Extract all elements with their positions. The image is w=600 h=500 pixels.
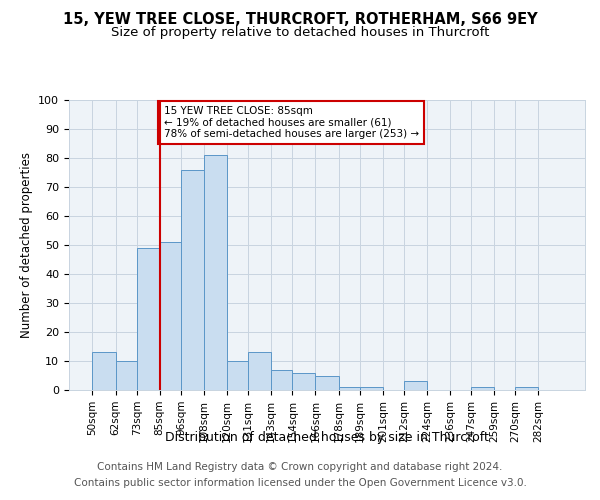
Bar [227,361,248,390]
Y-axis label: Number of detached properties: Number of detached properties [20,152,33,338]
Bar [92,352,116,390]
Text: 15 YEW TREE CLOSE: 85sqm
← 19% of detached houses are smaller (61)
78% of semi-d: 15 YEW TREE CLOSE: 85sqm ← 19% of detach… [164,106,419,139]
Bar [316,376,338,390]
Text: Contains public sector information licensed under the Open Government Licence v3: Contains public sector information licen… [74,478,526,488]
Text: Size of property relative to detached houses in Thurcroft: Size of property relative to detached ho… [111,26,489,39]
Bar [471,387,494,390]
Bar [271,370,292,390]
Bar [359,387,383,390]
Bar [204,155,227,390]
Bar [338,387,359,390]
Bar [515,387,538,390]
Bar [137,248,160,390]
Text: Distribution of detached houses by size in Thurcroft: Distribution of detached houses by size … [165,431,489,444]
Bar [160,242,181,390]
Bar [292,372,316,390]
Text: 15, YEW TREE CLOSE, THURCROFT, ROTHERHAM, S66 9EY: 15, YEW TREE CLOSE, THURCROFT, ROTHERHAM… [62,12,538,28]
Bar [248,352,271,390]
Text: Contains HM Land Registry data © Crown copyright and database right 2024.: Contains HM Land Registry data © Crown c… [97,462,503,472]
Bar [404,382,427,390]
Bar [116,361,137,390]
Bar [181,170,204,390]
